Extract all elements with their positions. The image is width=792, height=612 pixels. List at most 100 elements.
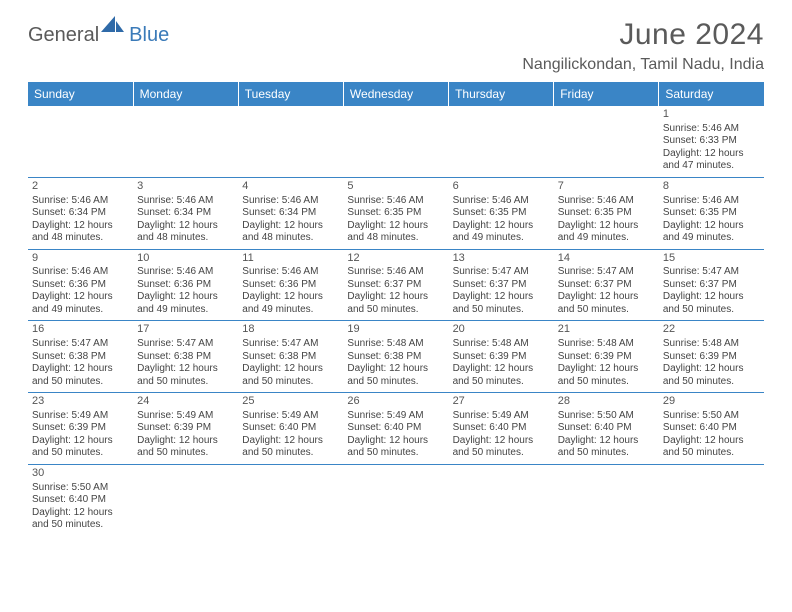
sunrise-line: Sunrise: 5:48 AM: [347, 338, 444, 351]
calendar-cell: 23Sunrise: 5:49 AMSunset: 6:39 PMDayligh…: [28, 393, 133, 465]
daylight-line: Daylight: 12 hours and 48 minutes.: [137, 220, 234, 245]
daylight-line: Daylight: 12 hours and 50 minutes.: [347, 435, 444, 460]
sunrise-line: Sunrise: 5:47 AM: [242, 338, 339, 351]
sunrise-line: Sunrise: 5:46 AM: [558, 195, 655, 208]
daylight-line: Daylight: 12 hours and 50 minutes.: [242, 435, 339, 460]
sunrise-line: Sunrise: 5:46 AM: [242, 266, 339, 279]
day-number: 16: [32, 323, 129, 337]
calendar-cell: 11Sunrise: 5:46 AMSunset: 6:36 PMDayligh…: [238, 249, 343, 321]
sunrise-line: Sunrise: 5:46 AM: [663, 123, 760, 136]
calendar-cell: 8Sunrise: 5:46 AMSunset: 6:35 PMDaylight…: [659, 177, 764, 249]
sunset-line: Sunset: 6:38 PM: [137, 351, 234, 364]
logo: General Blue: [28, 24, 169, 47]
logo-text-2: Blue: [129, 24, 169, 47]
day-header: Wednesday: [343, 82, 448, 106]
calendar-cell: 6Sunrise: 5:46 AMSunset: 6:35 PMDaylight…: [449, 177, 554, 249]
day-number: 10: [137, 252, 234, 266]
sunrise-line: Sunrise: 5:48 AM: [453, 338, 550, 351]
day-number: 5: [347, 180, 444, 194]
sunrise-line: Sunrise: 5:49 AM: [137, 410, 234, 423]
day-number: 28: [558, 395, 655, 409]
calendar-cell: 9Sunrise: 5:46 AMSunset: 6:36 PMDaylight…: [28, 249, 133, 321]
daylight-line: Daylight: 12 hours and 50 minutes.: [32, 435, 129, 460]
day-header: Sunday: [28, 82, 133, 106]
daylight-line: Daylight: 12 hours and 50 minutes.: [663, 291, 760, 316]
daylight-line: Daylight: 12 hours and 50 minutes.: [32, 363, 129, 388]
daylight-line: Daylight: 12 hours and 49 minutes.: [137, 291, 234, 316]
sunrise-line: Sunrise: 5:47 AM: [32, 338, 129, 351]
day-number: 25: [242, 395, 339, 409]
daylight-line: Daylight: 12 hours and 49 minutes.: [663, 220, 760, 245]
calendar-cell: 2Sunrise: 5:46 AMSunset: 6:34 PMDaylight…: [28, 177, 133, 249]
sunset-line: Sunset: 6:38 PM: [242, 351, 339, 364]
daylight-line: Daylight: 12 hours and 50 minutes.: [137, 435, 234, 460]
sunset-line: Sunset: 6:39 PM: [663, 351, 760, 364]
sunrise-line: Sunrise: 5:48 AM: [558, 338, 655, 351]
sunrise-line: Sunrise: 5:47 AM: [137, 338, 234, 351]
sunset-line: Sunset: 6:39 PM: [558, 351, 655, 364]
day-number: 14: [558, 252, 655, 266]
sunset-line: Sunset: 6:35 PM: [347, 207, 444, 220]
sunrise-line: Sunrise: 5:49 AM: [32, 410, 129, 423]
calendar-page: General Blue June 2024 Nangilickondan, T…: [0, 0, 792, 536]
calendar-cell: [659, 464, 764, 535]
sunrise-line: Sunrise: 5:49 AM: [242, 410, 339, 423]
day-number: 11: [242, 252, 339, 266]
calendar-cell: [449, 464, 554, 535]
calendar-cell: [554, 106, 659, 177]
calendar-row: 9Sunrise: 5:46 AMSunset: 6:36 PMDaylight…: [28, 249, 764, 321]
calendar-cell: 17Sunrise: 5:47 AMSunset: 6:38 PMDayligh…: [133, 321, 238, 393]
sunset-line: Sunset: 6:36 PM: [137, 279, 234, 292]
sunrise-line: Sunrise: 5:46 AM: [32, 266, 129, 279]
sunset-line: Sunset: 6:39 PM: [137, 422, 234, 435]
calendar-cell: 26Sunrise: 5:49 AMSunset: 6:40 PMDayligh…: [343, 393, 448, 465]
sunset-line: Sunset: 6:35 PM: [558, 207, 655, 220]
calendar-cell: 24Sunrise: 5:49 AMSunset: 6:39 PMDayligh…: [133, 393, 238, 465]
daylight-line: Daylight: 12 hours and 48 minutes.: [347, 220, 444, 245]
day-number: 27: [453, 395, 550, 409]
sunrise-line: Sunrise: 5:46 AM: [137, 195, 234, 208]
sunset-line: Sunset: 6:38 PM: [347, 351, 444, 364]
calendar-row: 30Sunrise: 5:50 AMSunset: 6:40 PMDayligh…: [28, 464, 764, 535]
sunset-line: Sunset: 6:37 PM: [663, 279, 760, 292]
daylight-line: Daylight: 12 hours and 50 minutes.: [558, 363, 655, 388]
month-title: June 2024: [522, 18, 764, 52]
day-number: 24: [137, 395, 234, 409]
daylight-line: Daylight: 12 hours and 49 minutes.: [32, 291, 129, 316]
day-number: 1: [663, 108, 760, 122]
daylight-line: Daylight: 12 hours and 49 minutes.: [242, 291, 339, 316]
day-number: 19: [347, 323, 444, 337]
day-header: Saturday: [659, 82, 764, 106]
day-number: 18: [242, 323, 339, 337]
calendar-cell: 28Sunrise: 5:50 AMSunset: 6:40 PMDayligh…: [554, 393, 659, 465]
sunrise-line: Sunrise: 5:48 AM: [663, 338, 760, 351]
calendar-cell: [343, 464, 448, 535]
calendar-cell: 13Sunrise: 5:47 AMSunset: 6:37 PMDayligh…: [449, 249, 554, 321]
calendar-cell: 3Sunrise: 5:46 AMSunset: 6:34 PMDaylight…: [133, 177, 238, 249]
calendar-cell: [554, 464, 659, 535]
daylight-line: Daylight: 12 hours and 50 minutes.: [453, 291, 550, 316]
sunrise-line: Sunrise: 5:47 AM: [558, 266, 655, 279]
daylight-line: Daylight: 12 hours and 48 minutes.: [32, 220, 129, 245]
sunrise-line: Sunrise: 5:47 AM: [453, 266, 550, 279]
day-header-row: SundayMondayTuesdayWednesdayThursdayFrid…: [28, 82, 764, 106]
calendar-cell: 15Sunrise: 5:47 AMSunset: 6:37 PMDayligh…: [659, 249, 764, 321]
day-number: 13: [453, 252, 550, 266]
sunset-line: Sunset: 6:40 PM: [663, 422, 760, 435]
title-block: June 2024 Nangilickondan, Tamil Nadu, In…: [522, 18, 764, 74]
calendar-cell: 5Sunrise: 5:46 AMSunset: 6:35 PMDaylight…: [343, 177, 448, 249]
calendar-cell: [449, 106, 554, 177]
day-number: 7: [558, 180, 655, 194]
calendar-cell: 12Sunrise: 5:46 AMSunset: 6:37 PMDayligh…: [343, 249, 448, 321]
calendar-cell: 18Sunrise: 5:47 AMSunset: 6:38 PMDayligh…: [238, 321, 343, 393]
daylight-line: Daylight: 12 hours and 49 minutes.: [453, 220, 550, 245]
day-header: Monday: [133, 82, 238, 106]
day-number: 6: [453, 180, 550, 194]
calendar-cell: 22Sunrise: 5:48 AMSunset: 6:39 PMDayligh…: [659, 321, 764, 393]
calendar-row: 1Sunrise: 5:46 AMSunset: 6:33 PMDaylight…: [28, 106, 764, 177]
sunset-line: Sunset: 6:40 PM: [558, 422, 655, 435]
sunset-line: Sunset: 6:34 PM: [242, 207, 339, 220]
logo-sail-icon: [101, 16, 125, 39]
sunset-line: Sunset: 6:38 PM: [32, 351, 129, 364]
calendar-cell: [133, 464, 238, 535]
